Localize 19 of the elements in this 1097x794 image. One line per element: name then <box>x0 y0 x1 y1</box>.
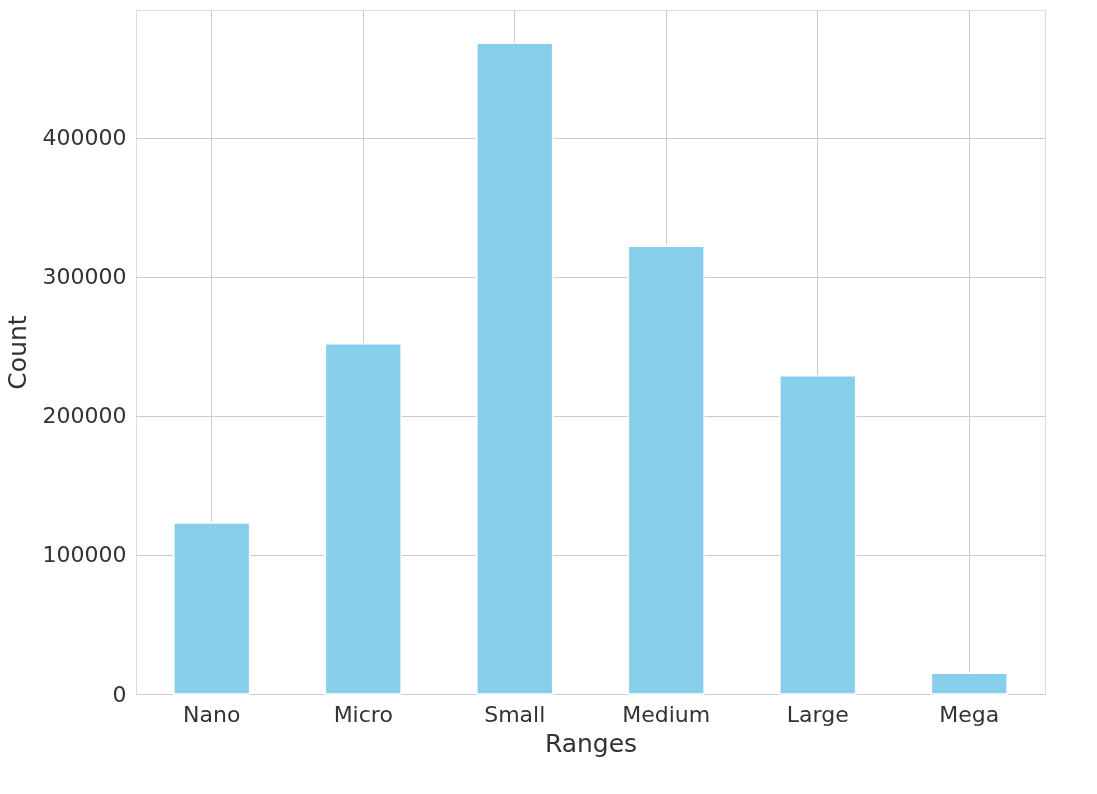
x-tick-label: Mega <box>939 701 1000 727</box>
y-tick-label: 0 <box>112 681 127 707</box>
x-tick-label: Micro <box>333 701 393 727</box>
y-tick-label: 200000 <box>42 403 127 429</box>
x-tick-label: Nano <box>183 701 241 727</box>
bar <box>930 672 1008 695</box>
y-tick-label: 100000 <box>42 542 127 568</box>
x-tick-label: Small <box>484 701 546 727</box>
bar <box>627 245 705 695</box>
y-tick-label: 400000 <box>42 125 127 151</box>
bar <box>173 522 251 695</box>
x-tick-label: Large <box>786 701 849 727</box>
x-tick-label: Medium <box>622 701 711 727</box>
bar <box>476 42 554 695</box>
bar <box>324 342 402 695</box>
x-axis-title: Ranges <box>544 728 638 758</box>
y-tick-label: 300000 <box>42 264 127 290</box>
bar <box>779 374 857 695</box>
y-axis-title: Count <box>2 315 32 390</box>
